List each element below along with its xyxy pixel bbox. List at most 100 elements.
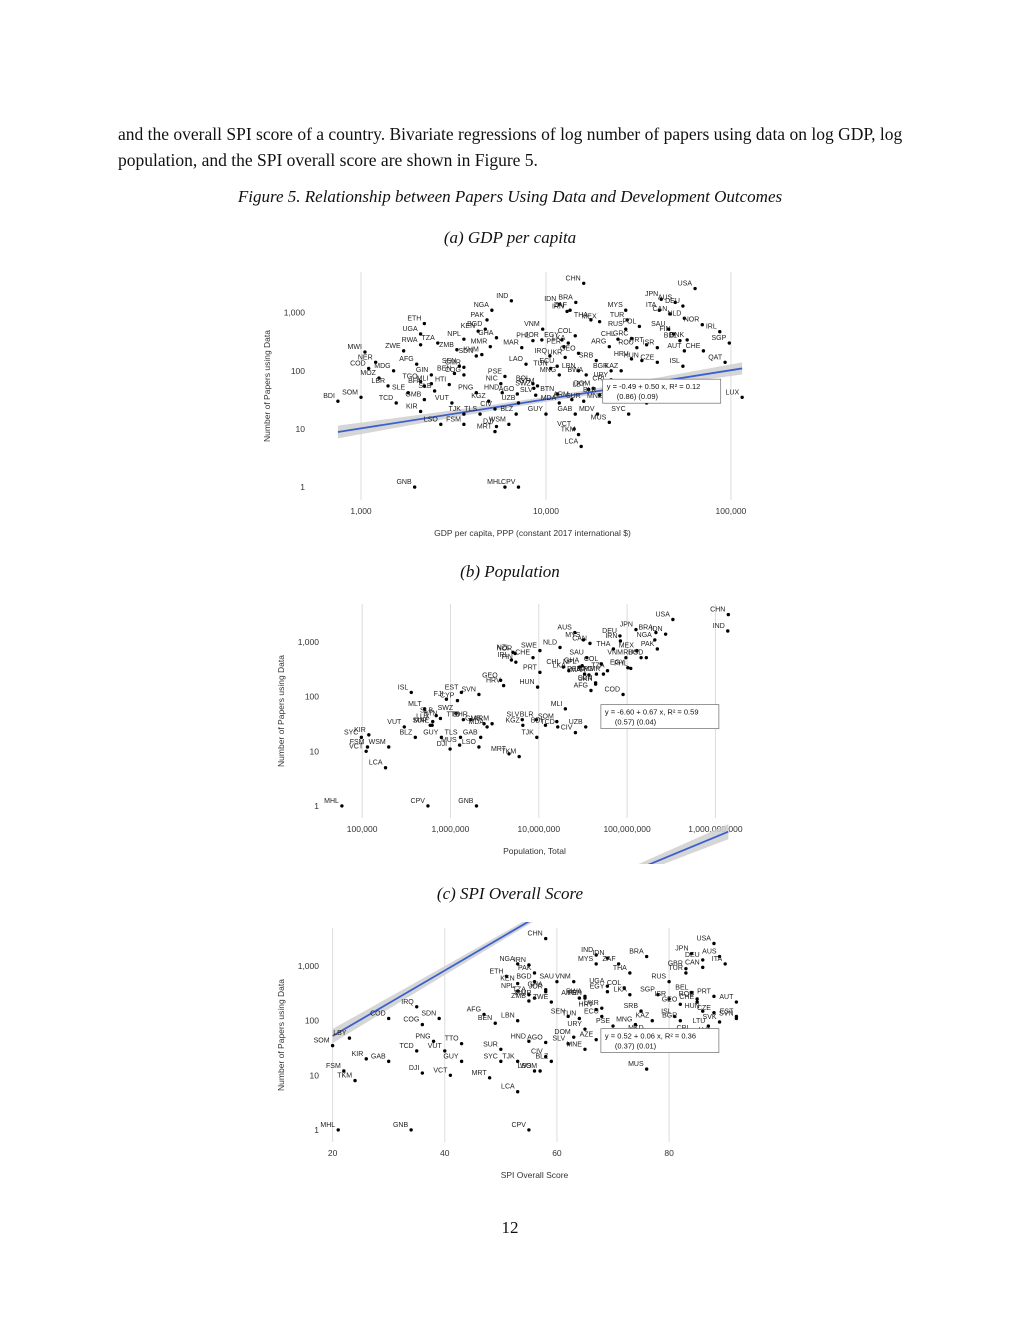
data-point: [540, 327, 545, 331]
data-point: [557, 373, 561, 377]
data-point: [639, 655, 643, 660]
data-point: [503, 374, 507, 379]
confidence-band: [638, 824, 729, 864]
point-label: RUS: [651, 974, 666, 981]
point-label: ROU: [618, 340, 634, 347]
data-point: [585, 655, 589, 660]
x-tick-label: 100,000: [716, 506, 747, 516]
point-label: PRT: [630, 337, 645, 344]
point-label: COG: [403, 1017, 419, 1024]
point-label: MDG: [374, 363, 390, 370]
point-label: MNE: [587, 393, 603, 400]
point-label: TJK: [502, 1053, 515, 1060]
data-point: [644, 954, 649, 959]
data-point: [527, 1128, 531, 1132]
data-point: [485, 318, 489, 322]
data-point: [659, 297, 663, 301]
data-point: [520, 345, 524, 350]
data-point: [572, 427, 576, 431]
point-label: MUS: [441, 737, 457, 744]
point-label: BRA: [639, 625, 654, 632]
point-label: DEU: [665, 298, 680, 305]
data-point: [599, 662, 603, 666]
point-label: SEN: [551, 1008, 565, 1015]
data-point: [434, 713, 438, 718]
data-point: [573, 730, 578, 735]
data-point: [503, 485, 507, 489]
data-point: [499, 1059, 503, 1064]
data-point: [689, 990, 694, 995]
data-point: [363, 350, 367, 354]
data-point: [486, 399, 491, 403]
point-label: WSM: [489, 416, 506, 423]
point-label: IRL: [706, 324, 717, 331]
data-point: [538, 648, 542, 653]
point-label: LBN: [562, 363, 576, 370]
point-label: SOM: [342, 389, 358, 396]
data-point: [684, 966, 688, 971]
point-label: MHL: [320, 1122, 335, 1129]
point-label: MDA: [541, 395, 557, 402]
point-label: BGD: [628, 650, 643, 657]
point-label: LKA: [614, 987, 628, 994]
point-label: GNB: [458, 798, 474, 805]
data-point: [517, 754, 521, 759]
point-label: LUX: [726, 389, 740, 396]
data-point: [543, 723, 548, 727]
data-point: [439, 422, 443, 427]
point-label: ECU: [584, 1008, 599, 1015]
point-label: GRC: [613, 330, 629, 337]
data-point: [418, 409, 423, 414]
data-point: [342, 1069, 346, 1073]
point-label: IRQ: [401, 999, 414, 1006]
data-point: [527, 999, 531, 1003]
data-point: [462, 412, 466, 416]
x-tick-label: 80: [664, 1148, 674, 1158]
point-label: QAT: [708, 354, 723, 361]
data-point: [387, 745, 391, 749]
regression-standard-errors: (0.86) (0.09): [617, 392, 659, 401]
point-label: KEN: [500, 976, 514, 983]
data-point: [723, 962, 727, 966]
data-point: [701, 1009, 705, 1013]
point-label: ARM: [553, 392, 569, 399]
point-label: TLS: [464, 406, 477, 413]
point-label: SLV: [552, 1036, 565, 1043]
point-label: EST: [720, 1008, 734, 1015]
regression-equation: y = 0.52 + 0.06 x, R² = 0.36: [605, 1032, 696, 1041]
point-label: CRI: [592, 376, 604, 383]
data-point: [589, 688, 593, 693]
data-point: [532, 386, 536, 391]
point-label: CHN: [710, 607, 725, 614]
data-point: [490, 308, 494, 312]
point-label: SWZ: [438, 705, 454, 712]
point-label: LKA: [553, 663, 567, 670]
data-point: [597, 393, 602, 397]
y-tick-label: 100: [305, 692, 319, 702]
data-point: [540, 338, 544, 342]
data-point: [607, 344, 612, 349]
point-label: ISL: [669, 358, 680, 365]
chart-a-svg: 1,000 10,000 100,000 1 10 100 1,000 GDP per cap…: [262, 272, 752, 538]
data-point: [594, 962, 598, 966]
point-label: SAU: [569, 650, 583, 657]
y-tick-label: 10: [310, 746, 320, 756]
data-point: [485, 725, 489, 729]
point-label: RUS: [608, 321, 623, 328]
y-tick-label: 1,000: [298, 637, 320, 647]
data-point: [584, 373, 588, 377]
point-label: DJI: [437, 741, 448, 748]
point-label: USA: [697, 936, 712, 943]
data-point: [587, 673, 591, 677]
data-point: [605, 990, 610, 994]
y-tick-label: 1: [300, 482, 305, 492]
point-label: HUN: [685, 1003, 700, 1010]
point-label: TZA: [591, 663, 605, 670]
point-label: CHN: [566, 275, 581, 282]
point-label: DOM: [554, 1029, 571, 1036]
point-label: CHL: [546, 659, 560, 666]
data-point: [504, 974, 509, 979]
point-label: TKM: [561, 427, 576, 434]
point-label: BGR: [593, 363, 608, 370]
point-label: ZMB: [439, 342, 454, 349]
